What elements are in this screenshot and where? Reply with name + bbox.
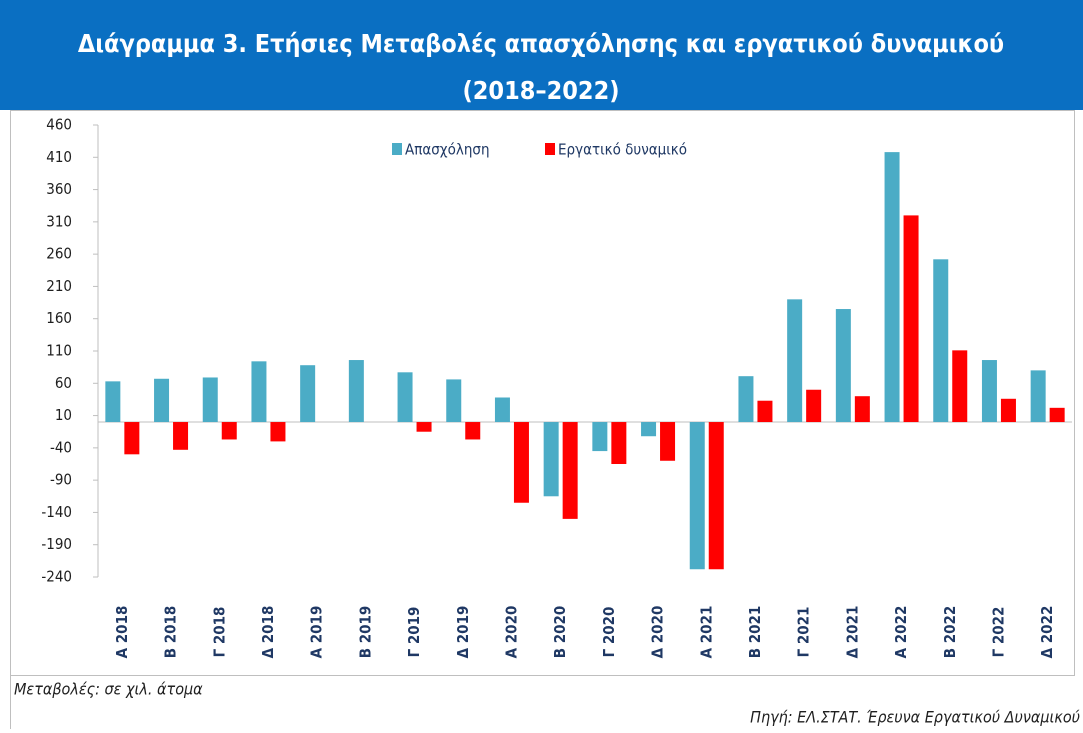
bar (1049, 407, 1065, 423)
bar (446, 379, 462, 423)
bar (1030, 370, 1046, 423)
bar (903, 215, 919, 423)
y-tick-label: 60 (55, 374, 72, 392)
bar (933, 259, 949, 423)
y-tick-label: -240 (41, 568, 72, 586)
bar (1000, 398, 1016, 423)
bar (835, 309, 851, 423)
x-tick-label: Γ 2018 (210, 607, 228, 658)
bar (757, 400, 773, 423)
title-bar (0, 0, 1083, 110)
y-tick-label: -40 (50, 438, 72, 456)
x-tick-label: Β 2022 (941, 606, 959, 659)
bar (854, 396, 870, 423)
chart-subtitle: (2018–2022) (463, 76, 620, 105)
bar (592, 422, 608, 452)
bar (708, 422, 724, 570)
x-tick-label: Δ 2020 (649, 606, 667, 659)
y-tick-label: 110 (46, 342, 72, 360)
chart-title: Διάγραμμα 3. Ετήσιες Μεταβολές απασχόλησ… (78, 29, 1004, 58)
x-tick-label: Δ 2018 (259, 606, 277, 659)
legend-swatch (392, 143, 402, 155)
y-tick-label: 210 (46, 277, 72, 295)
bar (543, 422, 559, 497)
bar (738, 376, 754, 423)
y-tick-label: -90 (50, 471, 72, 489)
y-tick-label: 360 (46, 180, 72, 198)
y-tick-label: -190 (41, 535, 72, 553)
bar (416, 422, 432, 432)
bar (300, 365, 316, 423)
legend-label: Εργατικό δυναμικό (558, 141, 687, 159)
y-tick-label: -140 (41, 503, 72, 521)
x-tick-label: Β 2019 (356, 606, 374, 659)
x-tick-label: Δ 2019 (454, 606, 472, 659)
x-tick-label: Β 2021 (746, 606, 764, 659)
bar (251, 361, 267, 423)
bar (787, 299, 803, 423)
bar (952, 350, 968, 423)
y-tick-label: 410 (46, 148, 72, 166)
y-tick-label: 260 (46, 245, 72, 263)
bar (202, 377, 218, 423)
y-tick-label: 460 (46, 116, 72, 134)
x-tick-label: Α 2022 (892, 606, 910, 659)
x-tick-label: Β 2018 (162, 606, 180, 659)
bar (513, 422, 529, 503)
x-tick-label: Δ 2021 (843, 606, 861, 659)
bar (611, 422, 627, 464)
bar (173, 422, 189, 450)
y-tick-label: 310 (46, 212, 72, 230)
bar (981, 360, 997, 423)
x-tick-label: Α 2019 (308, 606, 326, 659)
x-tick-label: Γ 2022 (989, 607, 1007, 658)
bar (660, 422, 676, 461)
y-tick-label: 160 (46, 309, 72, 327)
bar (105, 381, 121, 423)
bar (270, 422, 286, 442)
bar (221, 422, 237, 440)
bar (641, 422, 657, 437)
source: Πηγή: ΕΛ.ΣΤΑΤ. Έρευνα Εργατικού Δυναμικο… (750, 708, 1080, 727)
x-tick-label: Γ 2021 (795, 607, 813, 658)
legend-label: Απασχόληση (405, 141, 490, 159)
x-tick-label: Γ 2019 (405, 607, 423, 658)
bar (689, 422, 705, 570)
legend-swatch (545, 143, 555, 155)
bar (884, 152, 900, 423)
x-tick-label: Α 2018 (113, 606, 131, 659)
y-tick-label: 10 (55, 406, 72, 424)
x-tick-label: Α 2020 (502, 606, 520, 659)
plot-frame (10, 110, 1075, 676)
x-tick-label: Γ 2020 (600, 607, 618, 658)
x-tick-label: Δ 2022 (1038, 606, 1056, 659)
bar (494, 397, 510, 423)
x-tick-label: Β 2020 (551, 606, 569, 659)
bar (397, 372, 413, 423)
bar (124, 422, 140, 455)
bar (154, 378, 170, 423)
x-tick-label: Α 2021 (697, 606, 715, 659)
bar (562, 422, 578, 519)
bar (465, 422, 481, 440)
note: Μεταβολές: σε χιλ. άτομα (14, 680, 203, 699)
bar (806, 389, 822, 423)
bar (348, 360, 364, 423)
